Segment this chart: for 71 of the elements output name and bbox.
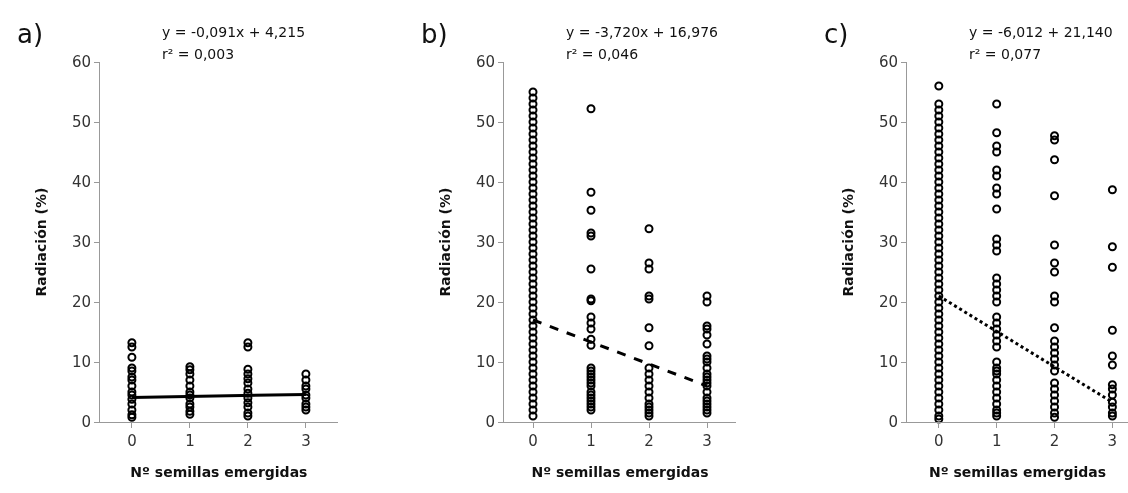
point xyxy=(243,369,253,379)
point xyxy=(243,338,253,348)
point xyxy=(185,381,195,391)
point xyxy=(127,381,137,391)
point xyxy=(127,405,137,415)
point xyxy=(301,369,311,379)
chart-title: c) xyxy=(824,19,849,49)
point xyxy=(243,364,253,374)
y-axis-title: Radiación (%) xyxy=(839,187,856,297)
x-axis-title: Nº semillas emergidas xyxy=(928,464,1107,481)
y-tick-label: 20 xyxy=(71,293,91,312)
annotation: r² = 0,003 xyxy=(162,46,235,62)
y-tick-label: 50 xyxy=(71,113,91,132)
x-tick-label: 0 xyxy=(934,432,944,450)
text: y = -0,091x + 4,215 xyxy=(162,24,306,40)
point xyxy=(127,394,137,404)
y-tick-label: 0 xyxy=(81,413,91,432)
y-tick-label: 30 xyxy=(878,233,898,252)
point xyxy=(243,398,253,408)
x-tick-label: 0 xyxy=(127,432,137,450)
y-tick-label: 50 xyxy=(878,113,898,132)
point xyxy=(127,338,137,348)
x-axis-title: Nº semillas emergidas xyxy=(130,464,308,481)
y-axis-title: Radiación (%) xyxy=(32,187,49,297)
chart-title: a) xyxy=(17,19,44,49)
y-tick-label: 0 xyxy=(485,413,495,432)
y-tick-label: 30 xyxy=(71,233,91,252)
y-tick-label: 50 xyxy=(475,113,495,132)
annotation: r² = 0,077 xyxy=(969,46,1042,62)
y-tick-label: 10 xyxy=(475,353,495,372)
point xyxy=(243,384,253,394)
y-tick-label: 60 xyxy=(878,53,898,72)
y-tick-label: 30 xyxy=(475,233,495,252)
x-tick-label: 1 xyxy=(185,432,195,450)
point xyxy=(301,375,311,385)
x-tick-label: 2 xyxy=(644,432,654,450)
x-tick-label: 3 xyxy=(702,432,712,450)
point xyxy=(243,374,253,384)
y-axis-title: Radiación (%) xyxy=(436,187,453,297)
point xyxy=(243,393,253,403)
point xyxy=(185,369,195,379)
y-tick-label: 40 xyxy=(475,173,495,192)
y-tick-label: 20 xyxy=(878,293,898,312)
point xyxy=(243,378,253,388)
point xyxy=(185,375,195,385)
point xyxy=(127,342,137,352)
x-tick-label: 2 xyxy=(243,432,253,450)
x-axis-title: Nº semillas emergidas xyxy=(531,464,709,481)
x-tick-label: 1 xyxy=(586,432,596,450)
x-tick-label: 1 xyxy=(991,432,1002,450)
x-tick-label: 3 xyxy=(301,432,311,450)
y-tick-label: 40 xyxy=(71,173,91,192)
y-tick-label: 0 xyxy=(888,413,898,432)
x-tick-label: 3 xyxy=(1107,432,1118,450)
point xyxy=(243,402,253,412)
x-tick-label: 2 xyxy=(1049,432,1060,450)
point xyxy=(127,352,137,362)
y-tick-label: 60 xyxy=(71,53,91,72)
point xyxy=(243,342,253,352)
chart-title: b) xyxy=(421,19,448,49)
y-tick-label: 20 xyxy=(475,293,495,312)
text: y = -6,012 + 21,140 xyxy=(969,24,1113,40)
annotation: r² = 0,046 xyxy=(566,46,639,62)
y-tick-label: 60 xyxy=(475,53,495,72)
y-tick-label: 10 xyxy=(878,353,898,372)
point xyxy=(243,388,253,398)
y-tick-label: 40 xyxy=(878,173,898,192)
x-tick-label: 0 xyxy=(528,432,538,450)
y-tick-label: 10 xyxy=(71,353,91,372)
text: y = -3,720x + 16,976 xyxy=(566,24,719,40)
point xyxy=(127,399,137,409)
